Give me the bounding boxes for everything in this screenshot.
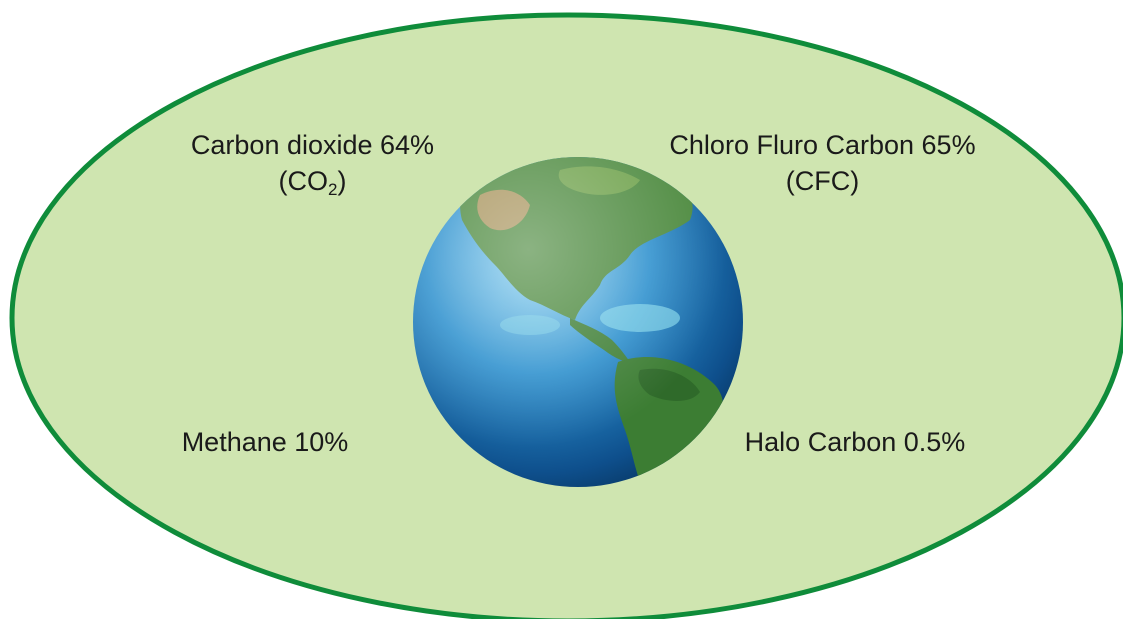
label-methane: Methane 10%: [165, 424, 365, 460]
carbon-dioxide-formula: (CO2): [278, 166, 347, 199]
cfc-formula: (CFC): [785, 166, 860, 196]
label-halo-carbon: Halo Carbon 0.5%: [725, 424, 985, 460]
methane-name: Methane 10%: [181, 427, 349, 457]
label-carbon-dioxide: Carbon dioxide 64% (CO2): [170, 127, 455, 199]
cfc-name: Chloro Fluro Carbon 65%: [669, 130, 976, 160]
label-chloro-fluro-carbon: Chloro Fluro Carbon 65% (CFC): [650, 127, 995, 199]
halo-carbon-name: Halo Carbon 0.5%: [744, 427, 966, 457]
carbon-dioxide-name: Carbon dioxide 64%: [190, 130, 435, 160]
